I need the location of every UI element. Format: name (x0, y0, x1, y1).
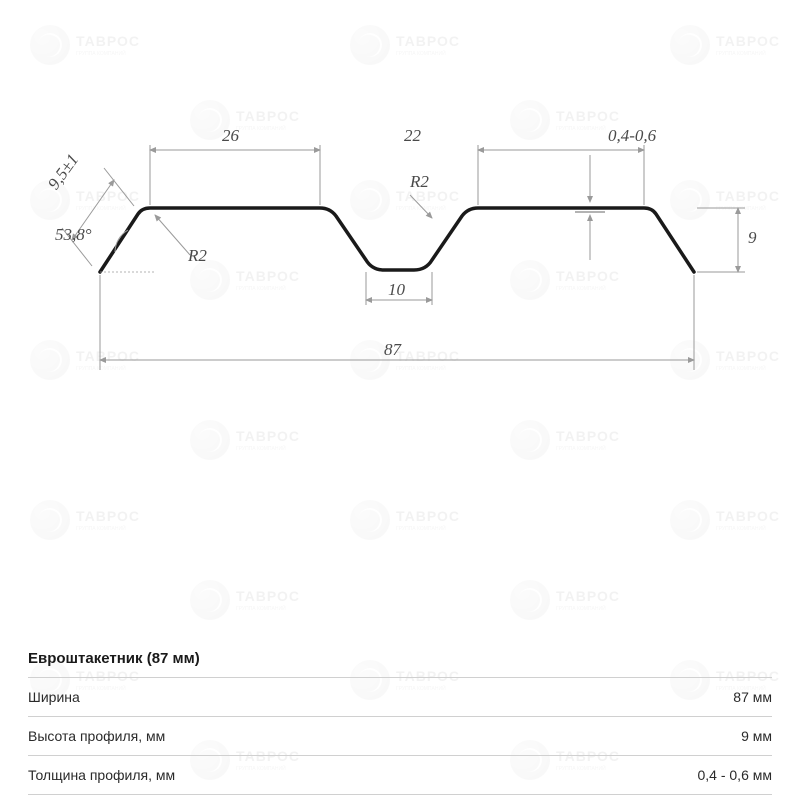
dim-top-right: 22 (404, 126, 421, 146)
spec-value: 87 мм (733, 689, 772, 705)
spec-value: 9 мм (741, 728, 772, 744)
spec-title: Евроштакетник (87 мм) (28, 640, 772, 678)
spec-label: Толщина профиля, мм (28, 767, 175, 783)
dim-total-width: 87 (384, 340, 401, 360)
spec-label: Высота профиля, мм (28, 728, 165, 744)
dim-height: 9 (748, 228, 757, 248)
profile-diagram: 87 26 22 10 9 9,5±1 53,8° R2 R2 0,4-0,6 (0, 0, 800, 580)
dim-angle: 53,8° (55, 225, 92, 245)
spec-value: 0,4 - 0,6 мм (697, 767, 772, 783)
table-row: Ширина 87 мм (28, 678, 772, 717)
dim-top-left: 26 (222, 126, 239, 146)
table-row: Высота профиля, мм 9 мм (28, 717, 772, 756)
spec-label: Ширина (28, 689, 80, 705)
spec-table: Евроштакетник (87 мм) Ширина 87 мм Высот… (28, 640, 772, 795)
dim-r2-left: R2 (188, 246, 207, 266)
dim-notch: 10 (388, 280, 405, 300)
table-row: Толщина профиля, мм 0,4 - 0,6 мм (28, 756, 772, 795)
dim-thickness: 0,4-0,6 (608, 126, 656, 146)
dim-r2-notch: R2 (410, 172, 429, 192)
